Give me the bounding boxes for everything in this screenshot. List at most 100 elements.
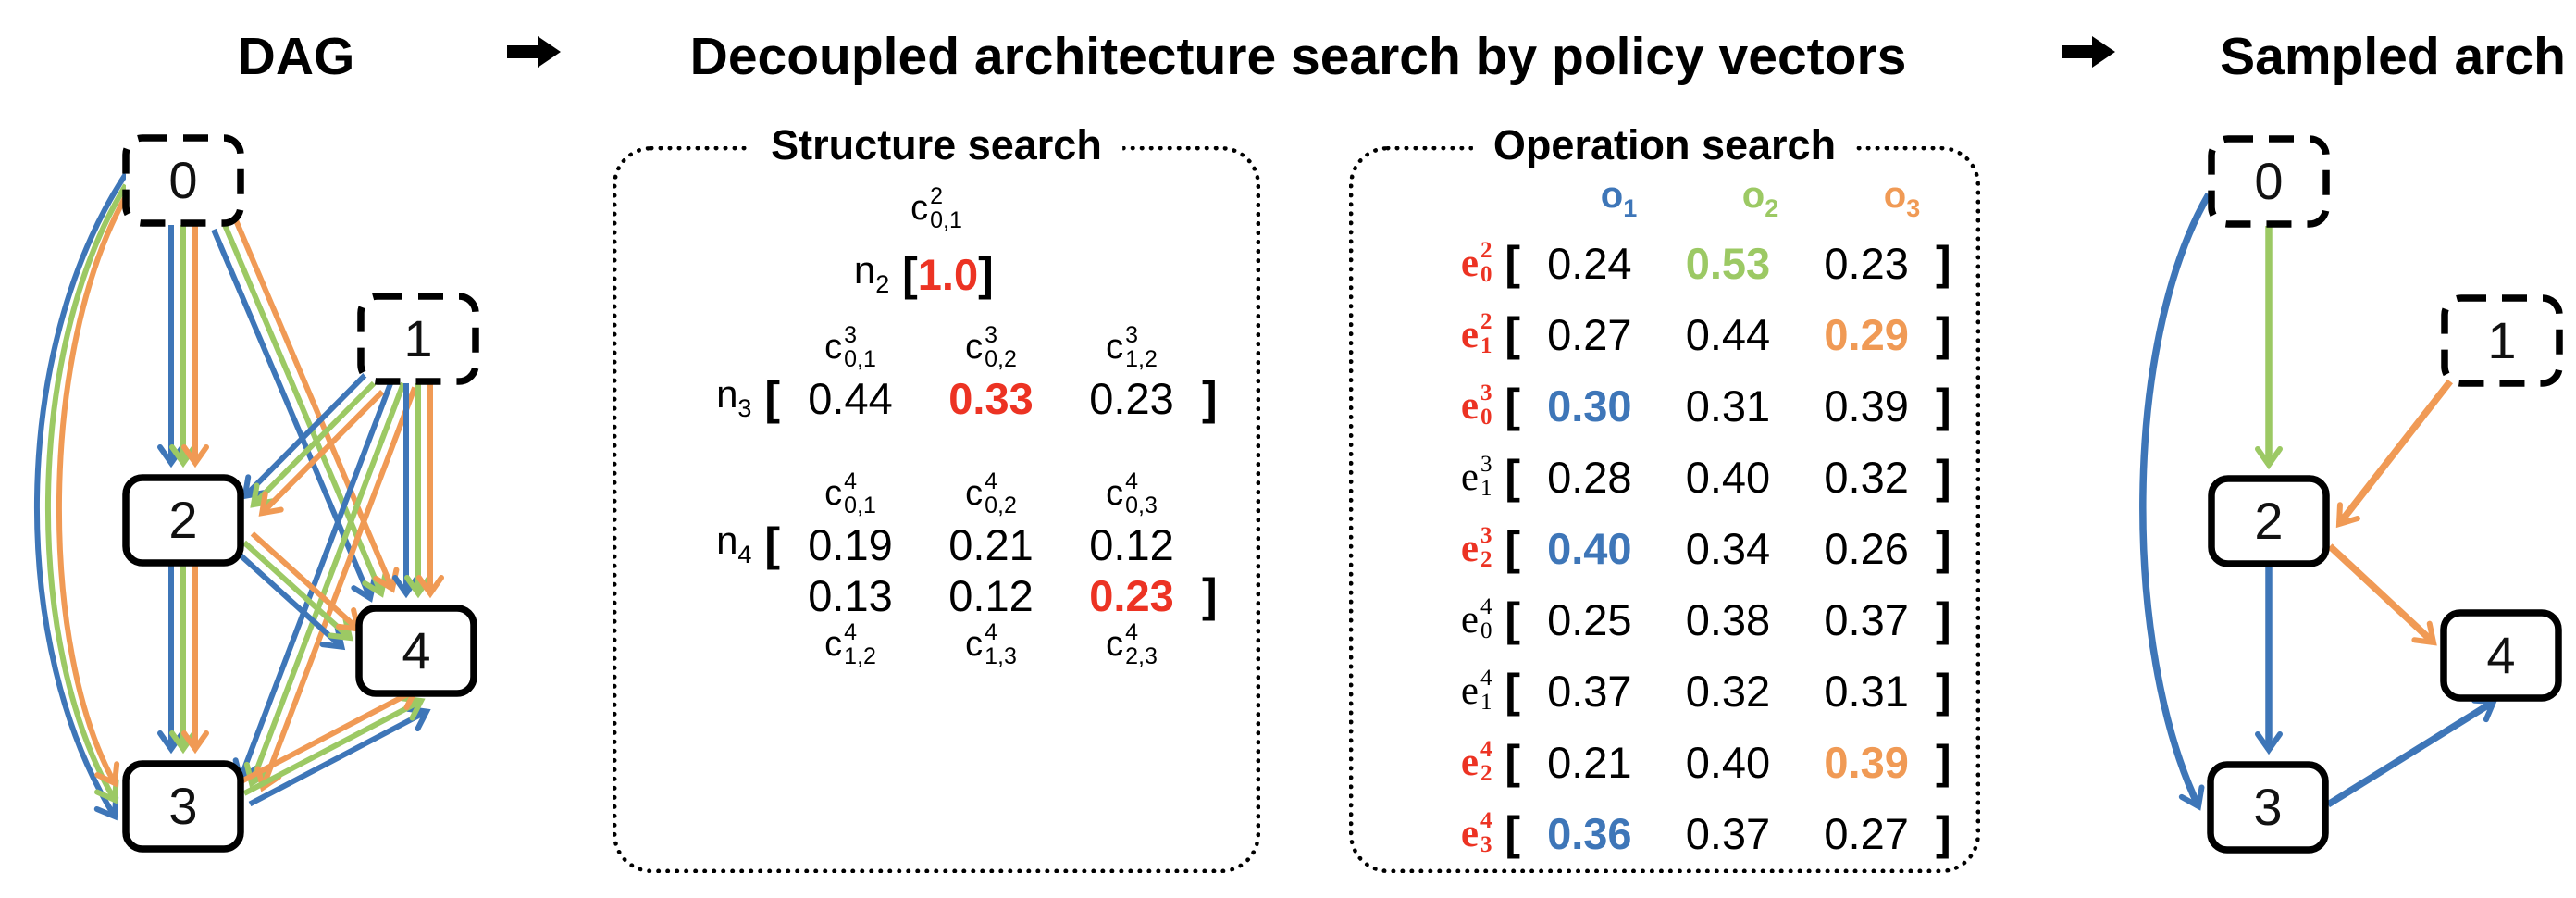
- operation-value: 0.40: [1547, 523, 1632, 573]
- structure-value: 0.13: [808, 570, 893, 620]
- close-bracket: ]: [1935, 380, 1951, 431]
- operation-value: 0.38: [1685, 594, 1771, 644]
- operation-row: o1 o2 o3: [1354, 166, 1975, 232]
- open-bracket: [: [1492, 380, 1520, 431]
- operation-value: 0.23: [1824, 238, 1909, 288]
- clbl-label: c 4 0,2: [965, 468, 1017, 518]
- right-arrow-icon: [507, 36, 561, 68]
- dag-edge-3-4-green: [242, 695, 426, 796]
- open-bracket: [: [1492, 522, 1520, 574]
- dag-edge-1-2-orange: [258, 390, 385, 517]
- close-bracket: ]: [1202, 372, 1218, 424]
- operation-value: 0.39: [1824, 380, 1909, 430]
- middle-title: Decoupled architecture search by policy …: [689, 27, 1907, 86]
- choice-label: c 4 2,3: [1061, 619, 1202, 668]
- sampled-node-4: 4: [2440, 609, 2562, 702]
- structure-value: 0.19: [808, 519, 893, 569]
- close-bracket: ]: [1935, 451, 1951, 503]
- close-bracket: ]: [1935, 308, 1951, 360]
- structure-value: 1.0: [917, 249, 979, 299]
- dag-node-2-label: 2: [168, 491, 197, 549]
- open-bracket: [: [1492, 308, 1520, 360]
- clbl-label: c 4 1,3: [965, 618, 1017, 669]
- operation-value: 0.37: [1547, 666, 1632, 716]
- operation-value: 0.21: [1547, 737, 1632, 787]
- sampled-edge-1-2-orange: [2335, 379, 2453, 529]
- operation-value: 0.53: [1685, 238, 1771, 288]
- dag-edge-1-2-blue: [242, 372, 367, 500]
- close-bracket: ]: [978, 248, 994, 300]
- operation-value: 0.31: [1685, 380, 1771, 430]
- close-bracket: ]: [1935, 593, 1951, 645]
- dag-node-0: 0: [122, 134, 244, 227]
- operation-value: 0.44: [1685, 309, 1771, 359]
- sampled-node-2-label: 2: [2254, 492, 2283, 550]
- dag-title: DAG: [237, 27, 355, 86]
- structure-row: c 3 0,1 c 3 0,2 c 3 1,2: [617, 316, 1256, 379]
- structure-row: n2 [1.0]: [617, 243, 1256, 306]
- structure-value: 0.23: [1089, 570, 1174, 620]
- operation-value: 0.26: [1824, 523, 1909, 573]
- sampled-node-0-label: 0: [2254, 152, 2283, 210]
- op-header-1: o1: [1600, 175, 1638, 222]
- close-bracket: ]: [1935, 736, 1951, 788]
- right-arrow-icon: [2062, 36, 2115, 68]
- dag-edge-0-3-blue: [34, 172, 129, 821]
- structure-row: c 2 0,1: [617, 177, 1256, 240]
- clbl-label: c 4 0,3: [1106, 468, 1158, 518]
- operation-value: 0.32: [1824, 452, 1909, 502]
- structure-row: c 4 1,2 c 4 1,3 c 4 2,3: [617, 613, 1256, 676]
- dag-edge-1-2-green: [250, 380, 377, 508]
- operation-value: 0.24: [1547, 238, 1632, 288]
- open-bracket: [: [1492, 665, 1520, 717]
- sampled-node-3-label: 3: [2253, 778, 2282, 836]
- open-bracket: [: [1492, 237, 1520, 289]
- structure-value: 0.23: [1089, 373, 1174, 423]
- open-bracket: [: [1492, 451, 1520, 503]
- clbl-label: c 3 1,2: [1106, 321, 1158, 372]
- choice-label: c 4 1,3: [921, 618, 1061, 669]
- sampled-node-4-label: 4: [2486, 626, 2515, 684]
- dag-node-1-label: 1: [403, 309, 432, 368]
- clbl-label: c 3 0,2: [965, 321, 1017, 372]
- node-policy-label: n2: [853, 248, 890, 298]
- dag-node-4-label: 4: [402, 621, 430, 680]
- choice-label: c 4 0,2: [921, 468, 1061, 518]
- structure-row: c 4 0,1 c 4 0,2 c 4 0,3: [617, 462, 1256, 525]
- sampled-node-1-label: 1: [2487, 311, 2516, 369]
- op-header-3: o3: [1883, 175, 1921, 222]
- operation-value: 0.36: [1547, 808, 1632, 858]
- open-bracket: [: [751, 372, 780, 424]
- operation-value: 0.29: [1824, 309, 1909, 359]
- dag-edge-0-3-green: [44, 183, 129, 804]
- choice-label: c 3 1,2: [1061, 321, 1202, 372]
- dag-edge-3-4-orange: [237, 684, 420, 786]
- structure-row: 0.13 0.12 0.23]: [617, 564, 1256, 627]
- node-policy-label: n3: [716, 372, 752, 422]
- operation-value: 0.40: [1685, 737, 1771, 787]
- op-header-2: o2: [1741, 175, 1779, 222]
- operation-value: 0.28: [1547, 452, 1632, 502]
- operation-value: 0.34: [1685, 523, 1771, 573]
- structure-row: n4 [0.19 0.21 0.12: [617, 513, 1256, 576]
- open-bracket: [: [751, 518, 780, 570]
- operation-value: 0.37: [1685, 808, 1771, 858]
- operation-value: 0.32: [1685, 666, 1771, 716]
- operation-value: 0.39: [1824, 737, 1909, 787]
- dag-edge-2-4-orange: [250, 531, 362, 632]
- dag-node-1: 1: [357, 293, 479, 385]
- sampled-edge-3-4-blue: [2326, 697, 2498, 808]
